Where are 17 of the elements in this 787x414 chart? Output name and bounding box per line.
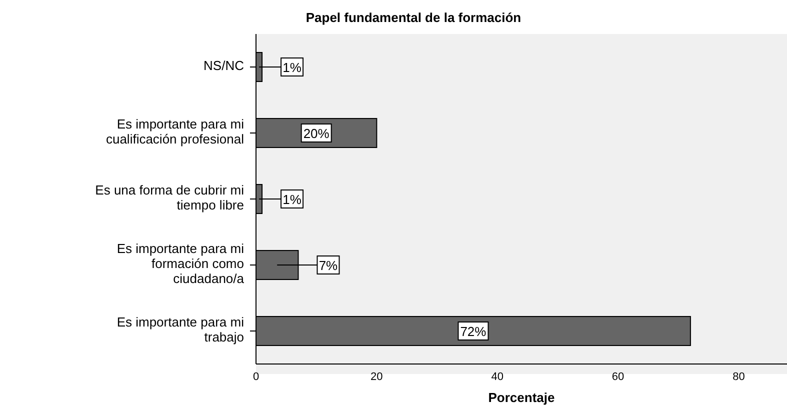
y-tick-label: Es importante para mi trabajo xyxy=(116,314,244,345)
y-tick-label: NS/NC xyxy=(204,58,244,74)
data-label: 1% xyxy=(282,60,302,75)
data-label: 20% xyxy=(303,126,330,141)
data-label: 7% xyxy=(318,258,338,273)
x-axis-title: Porcentaje xyxy=(488,390,555,405)
x-tick-label: 20 xyxy=(370,370,383,383)
x-tick-label: 60 xyxy=(612,370,624,383)
x-tick-label: 80 xyxy=(732,370,745,383)
data-label: 1% xyxy=(282,192,302,207)
y-tick-label: Es importante para mi cualificación profesional xyxy=(106,116,244,147)
x-tick-label: 40 xyxy=(491,370,504,383)
data-label: 72% xyxy=(460,324,487,339)
y-tick-label: Es una forma de cubrir mi tiempo libre xyxy=(95,182,244,213)
x-tick-label: 0 xyxy=(252,370,260,383)
chart-title: Papel fundamental de la formación xyxy=(304,9,522,27)
y-tick-label: Es importante para mi formación como ciudadano/a xyxy=(116,241,245,286)
